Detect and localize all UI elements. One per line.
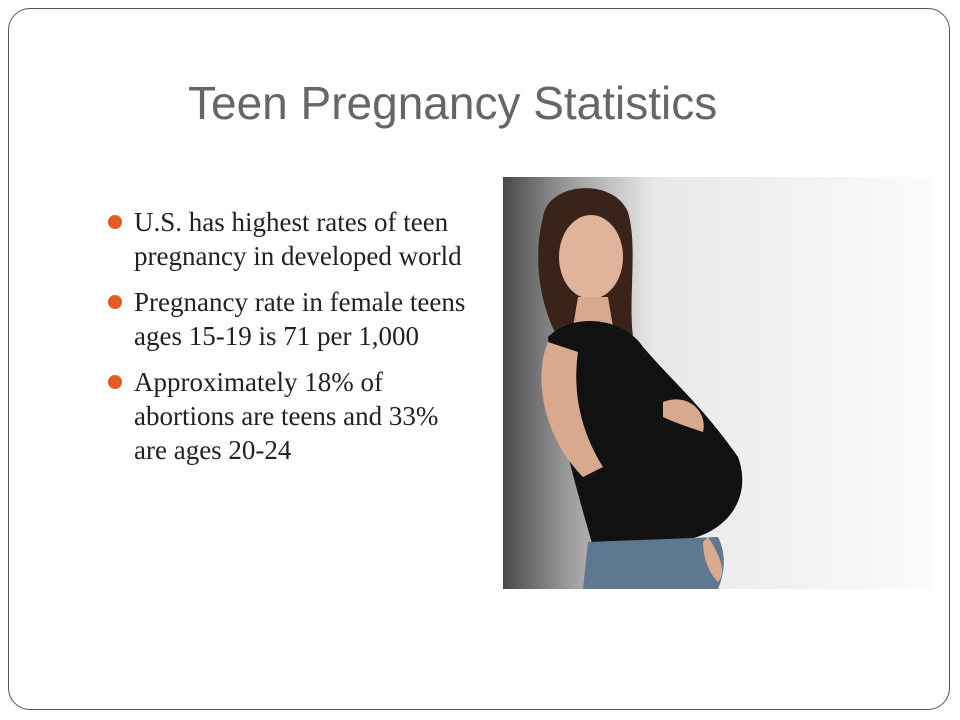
bullet: U.S. has highest rates of teen pregnancy…: [108, 205, 470, 273]
photo: [503, 177, 931, 589]
bullet: Pregnancy rate in female teens ages 15-1…: [108, 285, 470, 353]
slide-title: Teen Pregnancy Statistics: [188, 77, 718, 129]
bullet: Approximately 18% of abortions are teens…: [108, 365, 470, 467]
bullet-list: U.S. has highest rates of teen pregnancy…: [108, 205, 470, 479]
